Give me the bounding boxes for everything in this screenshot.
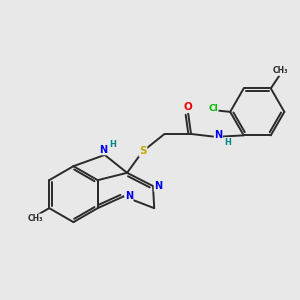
Text: H: H bbox=[109, 140, 116, 149]
Text: Cl: Cl bbox=[208, 104, 218, 113]
Text: N: N bbox=[214, 130, 223, 140]
Text: N: N bbox=[154, 181, 162, 191]
Text: N: N bbox=[125, 191, 133, 201]
Text: CH₃: CH₃ bbox=[27, 214, 43, 223]
Text: O: O bbox=[184, 103, 192, 112]
Text: N: N bbox=[99, 145, 107, 154]
Text: H: H bbox=[224, 138, 231, 147]
Text: S: S bbox=[139, 146, 147, 156]
Text: CH₃: CH₃ bbox=[273, 66, 288, 75]
